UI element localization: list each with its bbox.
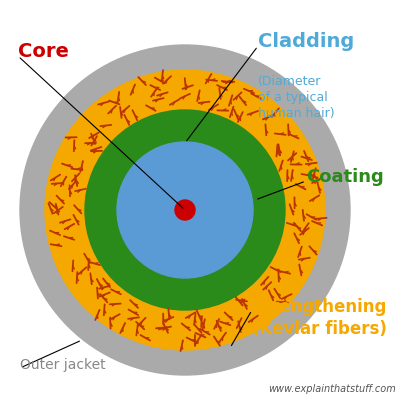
Text: Coating: Coating [306,168,384,186]
Circle shape [117,142,253,278]
Circle shape [45,70,325,350]
Text: Outer jacket: Outer jacket [20,358,106,372]
Text: Strengthening
(Kevlar fibers): Strengthening (Kevlar fibers) [252,298,387,338]
Text: Cladding: Cladding [258,32,354,51]
Circle shape [175,200,195,220]
Text: Core: Core [18,42,69,61]
Circle shape [85,110,285,310]
Circle shape [20,45,350,375]
Text: www.explainthatstuff.com: www.explainthatstuff.com [268,384,396,394]
Text: (Diameter
of a typical
human hair): (Diameter of a typical human hair) [258,75,335,120]
